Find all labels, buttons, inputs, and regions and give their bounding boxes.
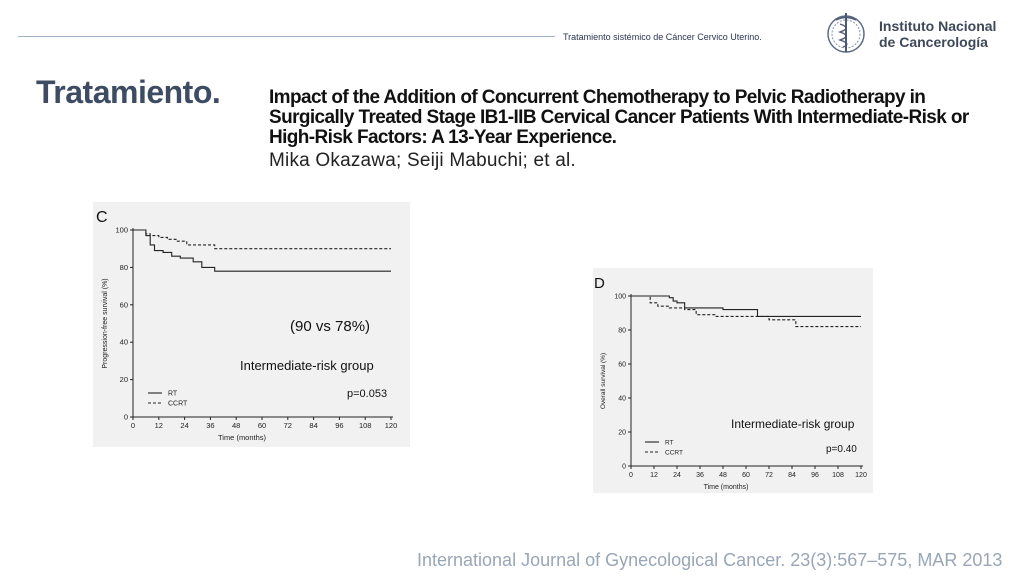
x-tick-label: 48 [719, 472, 727, 479]
panel-label: D [594, 275, 605, 292]
y-tick-label: 60 [120, 300, 128, 309]
y-tick-label: 0 [124, 413, 128, 422]
institution-name: Instituto Nacional de Cancerología [879, 18, 996, 50]
y-tick-label: 40 [120, 338, 128, 347]
citation-footer: International Journal of Gynecological C… [417, 550, 1003, 570]
x-tick-label: 60 [742, 472, 750, 479]
legend-label-rt: RT [168, 391, 178, 398]
group-label: Intermediate-risk group [731, 417, 855, 431]
x-tick-label: 60 [258, 421, 266, 430]
institution-line-1: Instituto Nacional [879, 18, 997, 34]
paper-title: Impact of the Addition of Concurrent Che… [269, 87, 969, 148]
header-rule [18, 36, 555, 37]
comparison-annotation: (90 vs 78%) [290, 318, 371, 335]
y-tick-label: 80 [120, 263, 128, 272]
y-axis-label: Progression-free survival (%) [102, 278, 109, 368]
survival-chart-c: C 0 20 40 60 80 100 0 12 24 36 48 60 72 84 96 108 120 Time… [96, 209, 398, 442]
x-tick-label: 108 [832, 472, 844, 479]
x-tick-label: 96 [811, 472, 819, 479]
x-tick-label: 84 [788, 472, 796, 479]
x-tick-label: 72 [765, 472, 773, 479]
chart-panel-d: D 0 20 40 60 80 100 0 12 24 36 48 60 72 84 96 108 120 Time… [593, 268, 873, 493]
y-tick-label: 20 [120, 375, 128, 384]
series-line-ccrt [133, 229, 391, 250]
x-tick-label: 12 [155, 421, 163, 430]
panel-label: C [96, 209, 108, 226]
y-axis-label: Overall survival (%) [600, 353, 607, 409]
x-tick-label: 12 [650, 472, 658, 479]
x-tick-label: 0 [131, 421, 135, 430]
y-tick-label: 100 [115, 226, 128, 235]
y-tick-label: 40 [618, 396, 626, 403]
y-tick-label: 60 [618, 362, 626, 369]
series-line-rt [133, 229, 391, 272]
slide-title: Tratamiento. [36, 74, 221, 110]
institution-line-2: de Cancerología [879, 34, 988, 50]
series-line-rt [631, 295, 861, 317]
y-tick-label: 0 [622, 464, 626, 471]
p-value-label: p=0.40 [826, 444, 857, 455]
x-axis-label: Time (months) [218, 433, 267, 442]
x-tick-label: 72 [284, 421, 292, 430]
y-tick-label: 20 [618, 430, 626, 437]
header-subtitle: Tratamiento sistémico de Cáncer Cervico … [563, 32, 762, 42]
x-tick-label: 36 [696, 472, 704, 479]
legend-label-rt: RT [665, 440, 674, 447]
x-tick-label: 48 [232, 421, 240, 430]
x-tick-label: 120 [855, 472, 867, 479]
caduceus-seal-icon [827, 13, 865, 53]
x-tick-label: 36 [206, 421, 214, 430]
series-line-ccrt [631, 295, 861, 328]
x-tick-label: 0 [629, 472, 633, 479]
y-tick-label: 80 [618, 328, 626, 335]
y-tick-label: 100 [614, 294, 626, 301]
x-tick-label: 96 [335, 421, 343, 430]
x-tick-label: 84 [309, 421, 317, 430]
x-tick-label: 24 [673, 472, 681, 479]
x-tick-label: 24 [180, 421, 188, 430]
chart-panel-c: C 0 20 40 60 80 100 0 12 24 36 48 60 72 84 96 108 120 Time… [93, 202, 410, 447]
legend-label-ccrt: CCRT [665, 450, 683, 457]
legend-label-ccrt: CCRT [168, 401, 188, 408]
group-label: Intermediate-risk group [240, 358, 374, 373]
p-value-label: p=0.053 [347, 388, 387, 400]
x-tick-label: 120 [385, 421, 398, 430]
x-tick-label: 108 [359, 421, 372, 430]
x-axis-label: Time (months) [704, 484, 749, 491]
paper-authors: Mika Okazawa; Seiji Mabuchi; et al. [269, 150, 576, 171]
survival-chart-d: D 0 20 40 60 80 100 0 12 24 36 48 60 72 84 96 108 120 Time… [594, 275, 867, 491]
